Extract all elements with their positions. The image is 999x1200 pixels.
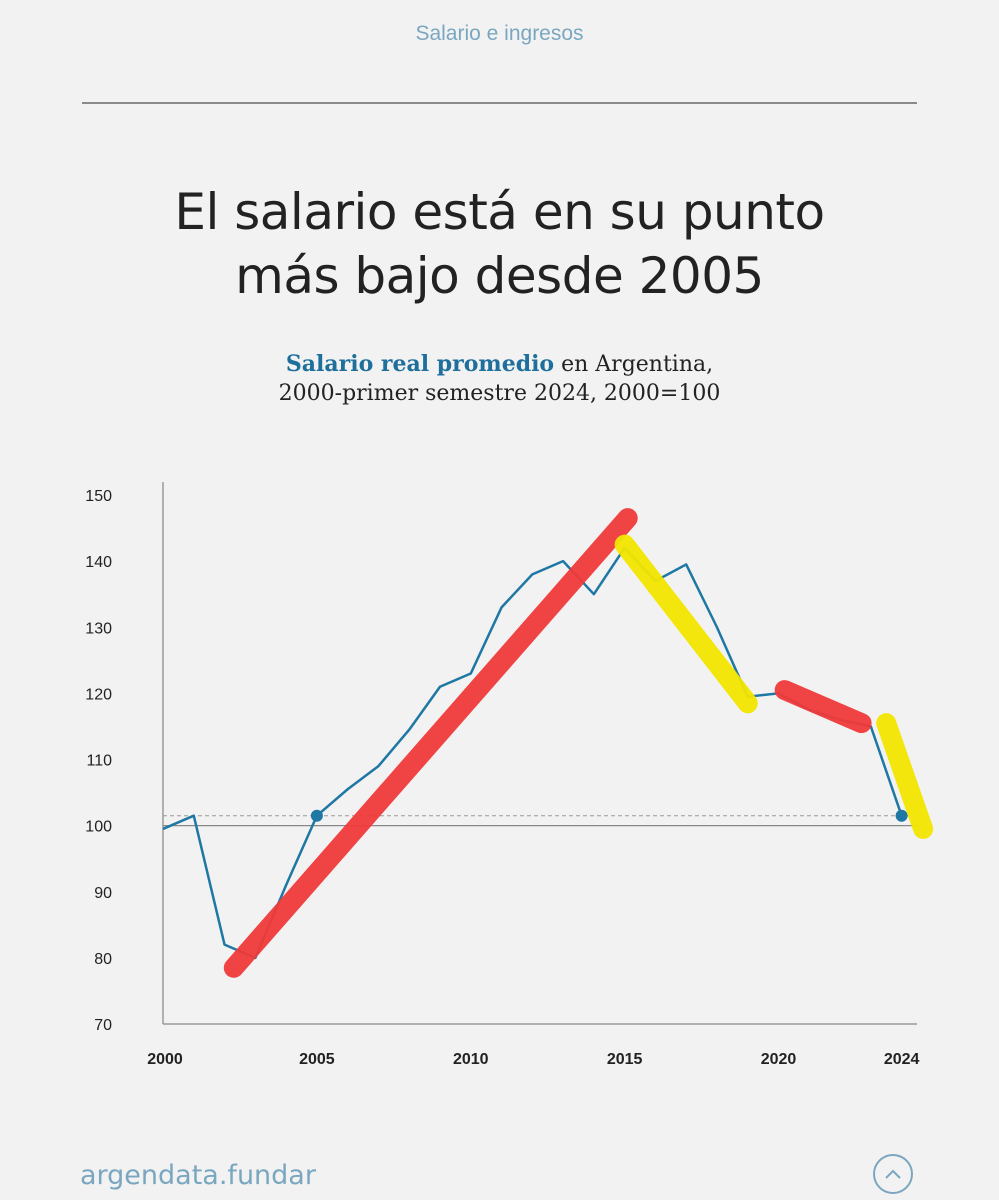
chart-subtitle: Salario real promedio en Argentina, 2000… bbox=[100, 350, 899, 408]
subtitle-line-1: Salario real promedio en Argentina, bbox=[100, 350, 899, 379]
highlight-point bbox=[310, 809, 323, 822]
scroll-top-button[interactable] bbox=[873, 1154, 913, 1194]
brand-link[interactable]: argendata.fundar bbox=[80, 1160, 316, 1191]
x-tick-label: 2010 bbox=[453, 1051, 489, 1068]
y-tick-label: 80 bbox=[94, 951, 112, 968]
header-divider bbox=[82, 102, 917, 104]
y-tick-label: 120 bbox=[85, 686, 112, 703]
y-tick-label: 70 bbox=[94, 1017, 112, 1034]
series-line bbox=[162, 546, 903, 960]
x-tick-label: 2015 bbox=[607, 1051, 643, 1068]
y-tick-label: 110 bbox=[86, 753, 112, 770]
page-title: El salario está en su punto más bajo des… bbox=[100, 180, 899, 308]
highlight-point bbox=[895, 809, 908, 822]
annotation-red-stroke bbox=[223, 508, 638, 978]
y-tick-label: 100 bbox=[85, 819, 112, 836]
annotation-yellow-stroke bbox=[876, 713, 934, 839]
y-tick-label: 90 bbox=[94, 885, 112, 902]
chevron-up-icon bbox=[885, 1169, 901, 1179]
x-tick-label: 2000 bbox=[147, 1051, 183, 1068]
subtitle-rest: en Argentina, bbox=[554, 352, 714, 377]
y-tick-label: 150 bbox=[85, 488, 112, 505]
x-tick-label: 2005 bbox=[299, 1051, 335, 1068]
subtitle-line-2: 2000-primer semestre 2024, 2000=100 bbox=[278, 381, 721, 406]
salary-line-chart: 70 80 90 100 110 120 130 140 150 2000 2005 2010 2015… bbox=[85, 482, 934, 1068]
y-tick-label: 140 bbox=[85, 554, 112, 571]
y-tick-label: 130 bbox=[85, 620, 112, 637]
title-line-2: más bajo desde 2005 bbox=[235, 247, 764, 305]
title-line-1: El salario está en su punto bbox=[174, 183, 825, 241]
annotation-red-stroke bbox=[774, 680, 872, 734]
subtitle-highlight: Salario real promedio bbox=[285, 351, 555, 377]
x-tick-label: 2020 bbox=[761, 1051, 797, 1068]
annotation-yellow-stroke bbox=[614, 534, 758, 714]
x-tick-label: 2024 bbox=[884, 1051, 920, 1068]
category-label: Salario e ingresos bbox=[415, 22, 584, 45]
